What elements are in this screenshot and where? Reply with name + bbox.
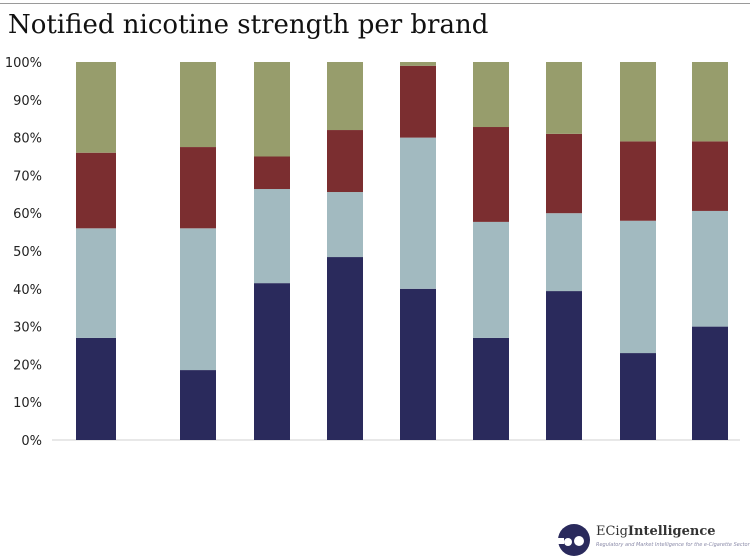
bar-segment-9-2 [692,210,728,327]
bar-segment-6-2 [473,221,509,338]
bar-segment-7-1 [546,291,582,440]
bar-segment-8-1 [620,353,656,440]
bar-segment-4-4 [327,62,363,131]
bar-segment-6-3 [473,127,509,222]
bar-segment-9-1 [692,326,728,440]
bar-segment-2-2 [180,228,216,371]
bar-segment-7-3 [546,133,582,214]
bar-segment-6-4 [473,62,509,128]
bar-segment-2-4 [180,62,216,148]
bar-segment-9-4 [692,62,728,142]
y-tick-label: 30% [13,321,42,336]
bar-segment-5-3 [400,65,436,138]
bar-segment-7-4 [546,62,582,134]
bar-segment-2-1 [180,370,216,440]
bar-segment-3-1 [254,283,290,440]
y-tick-label: 100% [5,56,42,71]
bar-segment-4-2 [327,192,363,258]
logo-tagline: Regulatory and Market Intelligence for t… [596,542,750,548]
bar-segment-5-4 [400,62,436,66]
ecig-intelligence-logo: ECigIntelligence Regulatory and Market I… [556,520,750,560]
y-tick-label: 70% [13,169,42,184]
bar-segment-6-1 [473,337,509,440]
bar-segment-4-1 [327,257,363,440]
y-tick-label: 10% [13,396,42,411]
bar-segment-8-3 [620,141,656,221]
bar-segment-9-3 [692,141,728,211]
chart-title: Notified nicotine strength per brand [8,10,489,40]
bar-segment-3-3 [254,156,290,190]
bar-segment-8-4 [620,62,656,142]
y-tick-label: 50% [13,245,42,260]
bar-segment-1-1 [76,337,116,440]
bar-segment-5-2 [400,137,436,289]
logo-mark-icon [556,524,590,556]
bar-segment-1-2 [76,228,116,338]
bar-segment-7-2 [546,213,582,292]
bar-segment-1-3 [76,152,116,229]
bar-segment-2-3 [180,147,216,229]
bar-segment-8-2 [620,220,656,354]
y-tick-label: 40% [13,283,42,298]
y-tick-label: 0% [21,434,42,449]
y-tick-label: 90% [13,94,42,109]
bar-segment-3-4 [254,62,290,157]
bar-segment-4-3 [327,130,363,193]
bar-segment-3-2 [254,189,290,284]
y-tick-label: 60% [13,207,42,222]
y-tick-label: 80% [13,132,42,147]
top-rule [0,3,750,4]
bar-segment-1-4 [76,62,116,153]
y-tick-label: 20% [13,358,42,373]
bar-segment-5-1 [400,288,436,440]
logo-name: ECigIntelligence [596,524,716,539]
